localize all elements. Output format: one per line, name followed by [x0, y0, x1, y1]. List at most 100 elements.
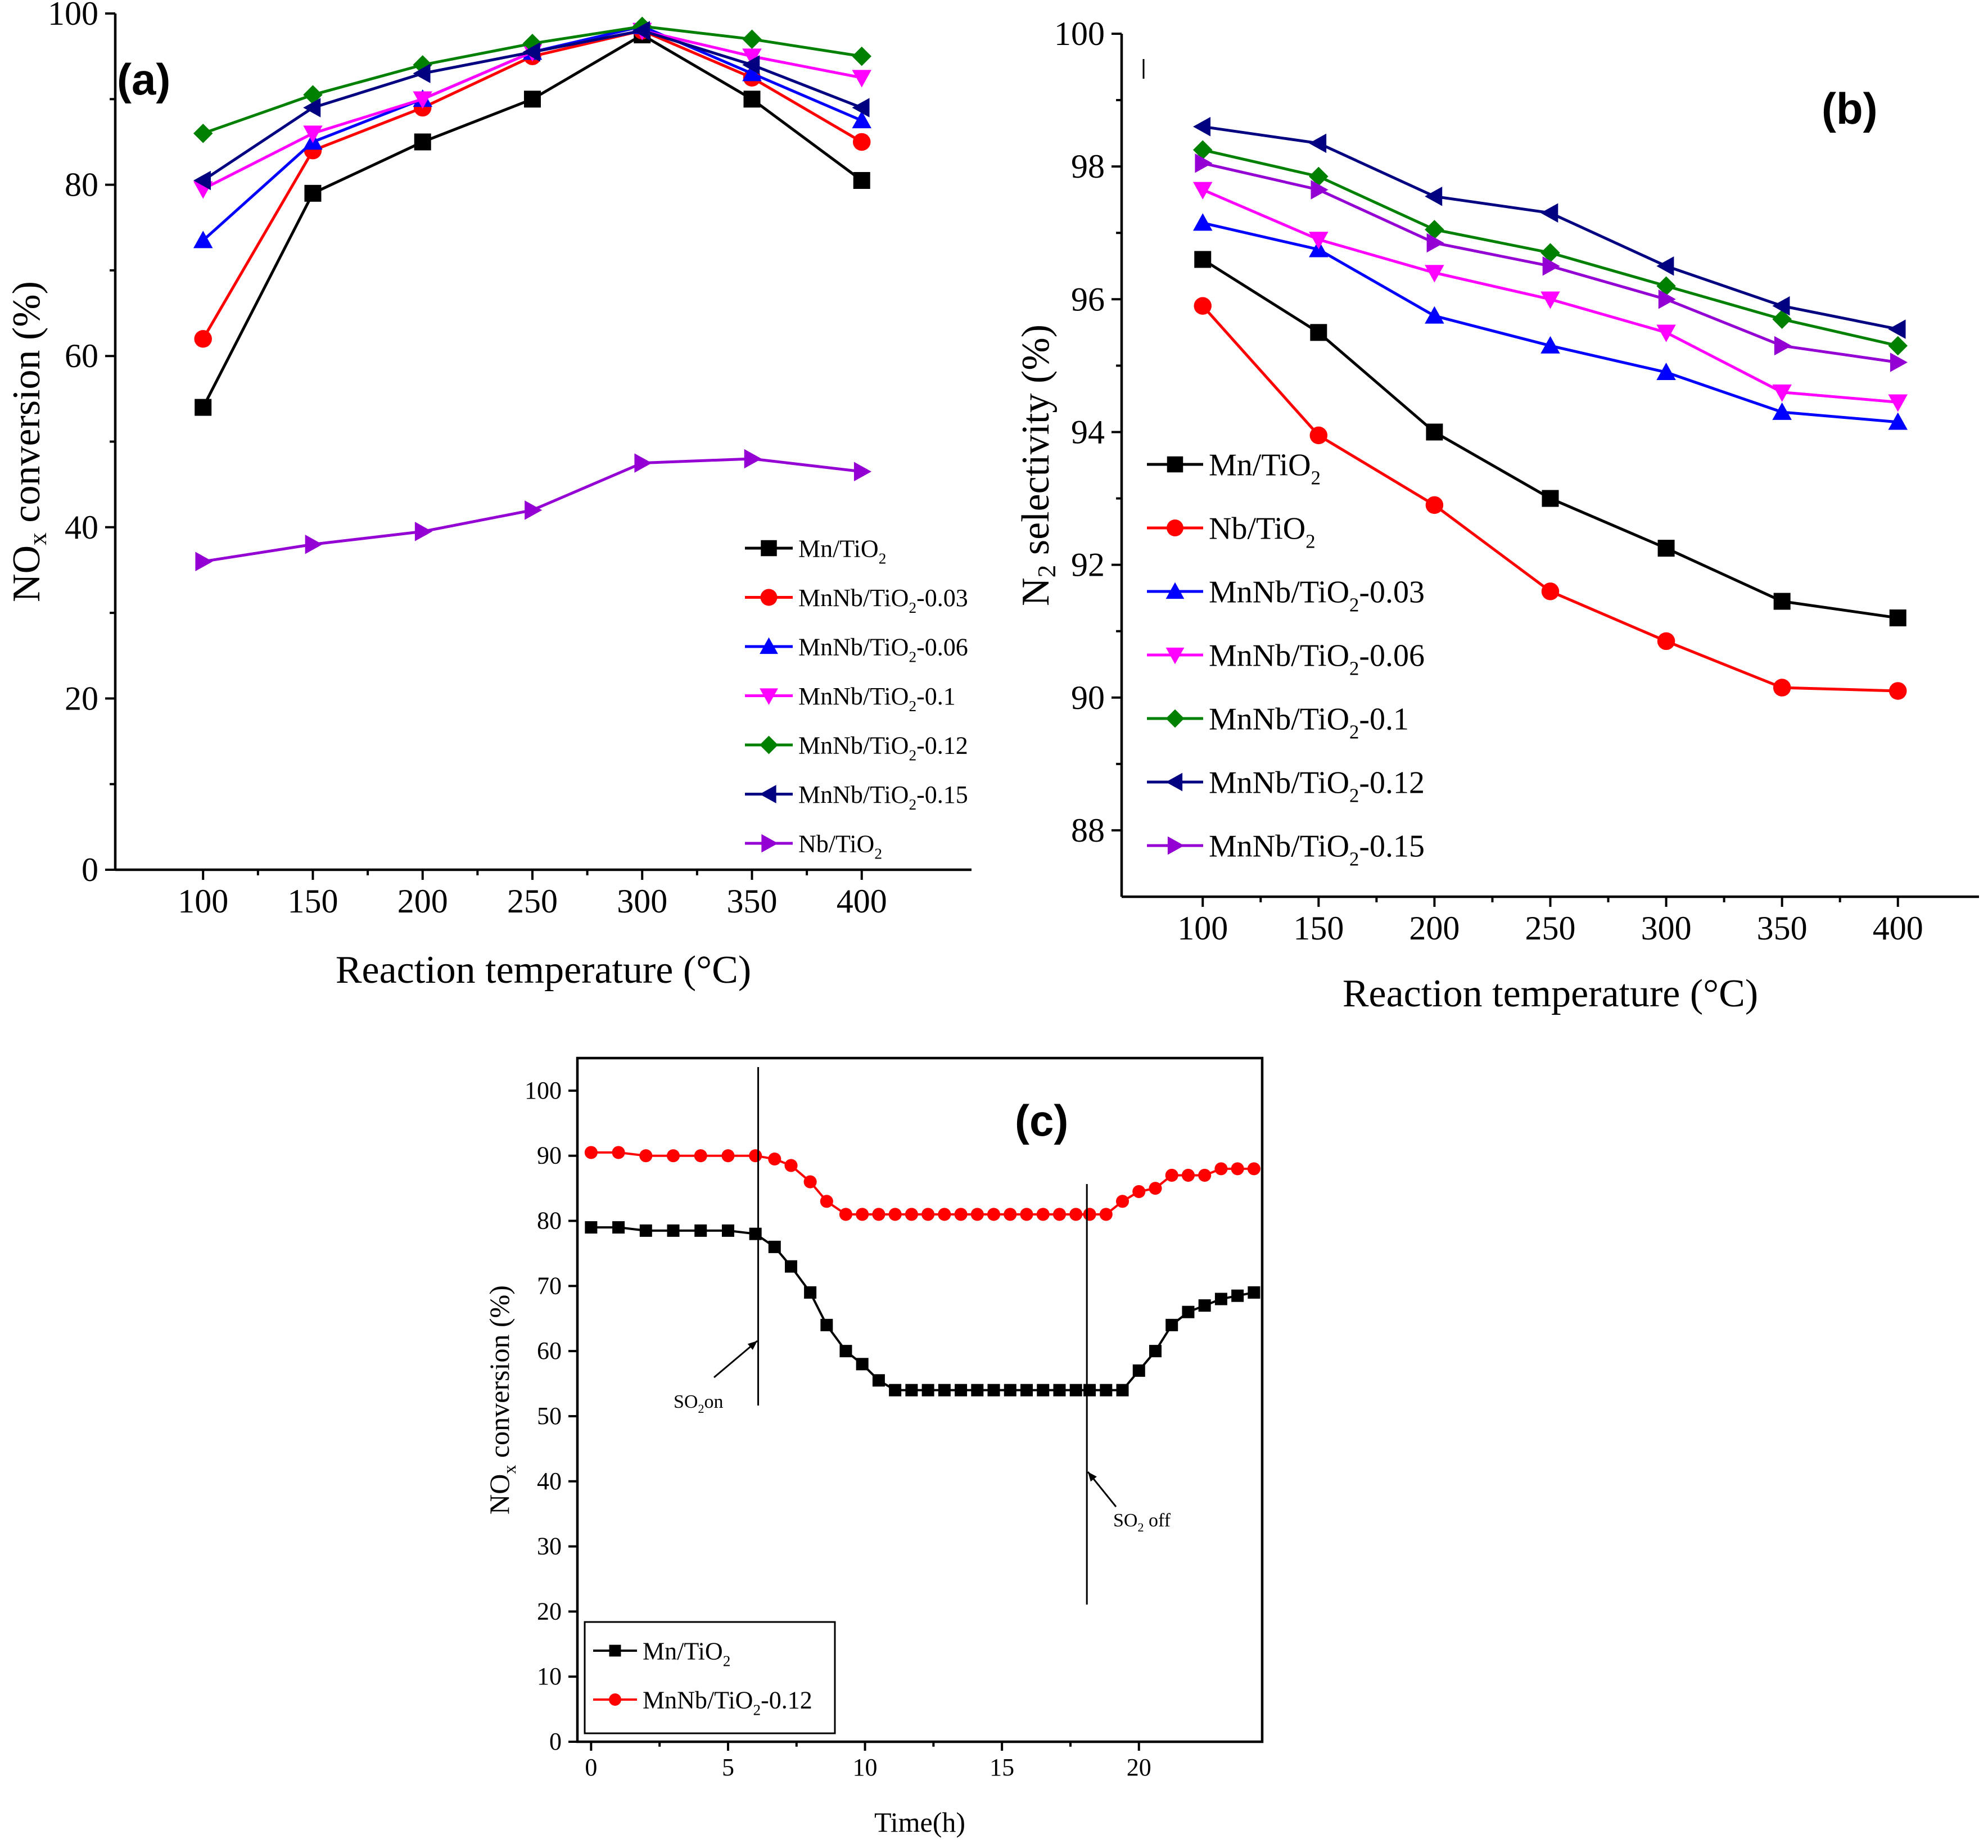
data-point	[872, 1208, 885, 1221]
x-tick-label: 250	[1525, 910, 1576, 947]
data-point	[1888, 336, 1908, 356]
legend-marker	[760, 688, 778, 705]
data-point	[905, 1208, 918, 1221]
data-point	[742, 55, 760, 75]
data-point	[1772, 296, 1790, 316]
data-point	[1540, 291, 1560, 309]
y-tick-label: 100	[1054, 15, 1105, 52]
data-point	[872, 1374, 885, 1387]
x-tick-label: 20	[1127, 1754, 1151, 1781]
data-point	[1247, 1162, 1260, 1176]
legend-label: MnNb/TiO2-0.12	[798, 731, 968, 763]
legend-marker	[760, 735, 778, 754]
data-point	[839, 1208, 853, 1221]
data-point	[1540, 336, 1560, 354]
data-point	[852, 70, 871, 88]
x-tick-label: 150	[1293, 910, 1344, 947]
chart-panel-a: 100 150 200 250 300 350 400 0 20 40 60 80 100 Reactio…	[5, 0, 972, 992]
legend-label: Nb/TiO2	[1209, 512, 1316, 553]
annotation-label: SO2on	[674, 1391, 724, 1416]
legend-marker	[1167, 836, 1185, 855]
legend-item: MnNb/TiO2-0.1	[745, 683, 956, 715]
y-tick-label: 20	[537, 1597, 562, 1625]
data-point	[1099, 1208, 1113, 1221]
x-axis-label: Time(h)	[874, 1806, 965, 1838]
y-tick-label: 88	[1071, 812, 1105, 849]
data-point	[1656, 276, 1676, 296]
y-tick-label: 94	[1071, 413, 1105, 450]
data-point	[1890, 353, 1908, 372]
series-line	[1201, 258, 1899, 620]
data-point	[632, 21, 650, 40]
y-tick-label: 90	[537, 1142, 562, 1169]
y-tick-label: 30	[537, 1533, 562, 1560]
x-tick-label: 400	[837, 883, 887, 920]
data-point	[1020, 1208, 1033, 1221]
legend-item: Mn/TiO2	[593, 1637, 730, 1670]
y-tick-label: 60	[65, 337, 98, 374]
y-tick-label: 96	[1071, 281, 1105, 318]
data-point	[853, 171, 870, 189]
data-point	[938, 1208, 951, 1221]
legend-item: MnNb/TiO2-0.03	[1147, 575, 1425, 616]
legend-marker	[761, 834, 778, 853]
data-point	[784, 1159, 798, 1172]
series-MnNb/TiO2-0.12	[584, 1146, 1260, 1221]
legend-marker	[760, 785, 776, 803]
y-tick-label: 60	[537, 1337, 562, 1364]
chart-panel-c: 0 5 10 15 20 0 10 20 30 40 50 60 70 80 90 100 Time(h) NOx…	[484, 1056, 1264, 1838]
data-point	[304, 184, 322, 202]
data-point	[1083, 1384, 1096, 1397]
legend: Mn/TiO2 MnNb/TiO2-0.03 MnNb/TiO2-0.06 MnNb/…	[745, 535, 968, 862]
legend-item: MnNb/TiO2-0.12	[593, 1686, 812, 1719]
data-point	[1425, 220, 1444, 240]
legend-marker	[1167, 519, 1183, 536]
data-point	[194, 329, 212, 348]
data-point	[1115, 1195, 1129, 1208]
legend-label: MnNb/TiO2-0.15	[1209, 829, 1425, 870]
x-tick-label: 5	[722, 1754, 734, 1781]
legend-label: MnNb/TiO2-0.12	[1209, 766, 1425, 807]
data-point	[721, 1224, 734, 1237]
data-point	[1165, 1318, 1178, 1331]
chart-panel-b: 100 150 200 250 300 350 400 88 90 92 94 96 98 100 Reac…	[1014, 15, 1979, 1015]
data-point	[1772, 309, 1792, 329]
y-tick-label: 92	[1071, 546, 1105, 584]
data-point	[852, 111, 871, 129]
legend-marker	[1165, 647, 1185, 665]
data-point	[525, 500, 543, 520]
y-tick-label: 100	[525, 1077, 562, 1104]
legend-box	[584, 1621, 836, 1734]
y-tick-label: 80	[65, 166, 98, 204]
legend-label: Mn/TiO2	[798, 535, 886, 567]
data-point	[694, 1149, 707, 1163]
data-point	[1193, 213, 1213, 231]
data-point	[749, 1149, 762, 1163]
legend-item: MnNb/TiO2-0.12	[745, 731, 968, 764]
data-point	[853, 462, 871, 482]
data-point	[744, 449, 762, 469]
data-point	[667, 1224, 680, 1237]
x-tick-label: 250	[507, 883, 558, 920]
data-point	[1888, 412, 1908, 430]
data-point	[1052, 1208, 1067, 1221]
legend-label: MnNb/TiO2-0.1	[1209, 702, 1409, 743]
data-point	[1888, 394, 1908, 412]
data-point	[612, 1146, 625, 1159]
x-tick-label: 200	[1409, 910, 1460, 947]
data-point	[1889, 609, 1906, 627]
data-point	[1426, 423, 1443, 441]
data-point	[856, 1358, 869, 1371]
data-point	[305, 535, 323, 554]
data-point	[1193, 182, 1213, 200]
legend-label: MnNb/TiO2-0.03	[798, 584, 968, 616]
data-point	[804, 1286, 817, 1299]
data-point	[1772, 402, 1792, 420]
data-point	[193, 123, 213, 143]
series-Mn/TiO2	[195, 26, 870, 416]
y-tick-label: 98	[1071, 148, 1105, 185]
data-point	[1100, 1384, 1113, 1397]
data-point	[1309, 232, 1329, 250]
data-point	[634, 453, 652, 473]
data-point	[852, 46, 871, 66]
